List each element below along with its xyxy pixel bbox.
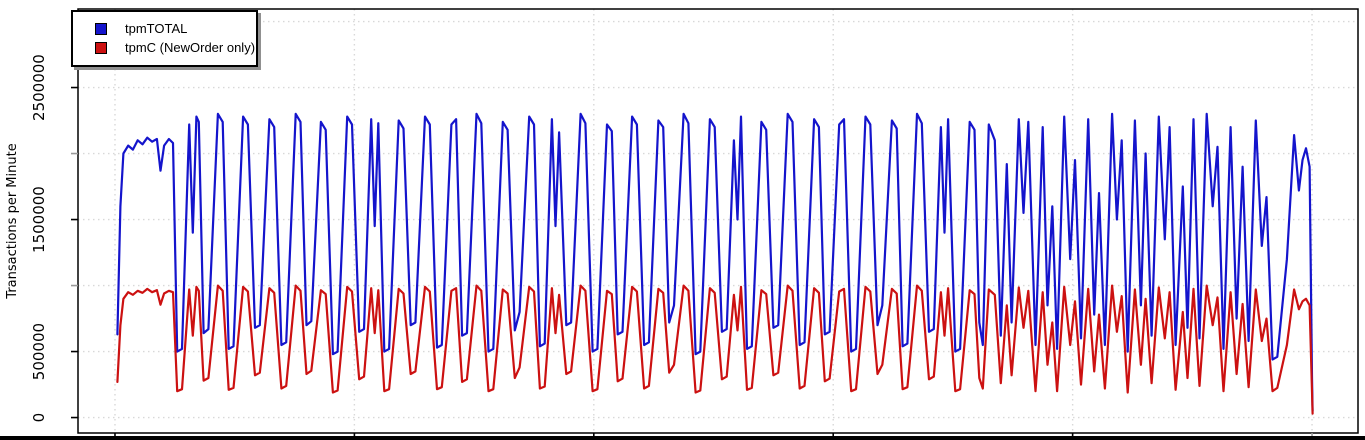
tpmtotal-color-swatch	[95, 23, 107, 35]
y-tick-label: 500000	[30, 323, 48, 380]
plot-border	[77, 8, 1359, 434]
tpmtotal-line	[116, 112, 1314, 413]
tpmc-color-swatch	[95, 42, 107, 54]
y-axis-title: Transactions per Minute	[5, 143, 20, 299]
tpmc-legend-label: tpmC (NewOrder only)	[125, 40, 256, 55]
y-tick-label: 2500000	[30, 54, 48, 121]
tpmc-line	[116, 284, 1314, 415]
y-tick-label: 0	[30, 413, 48, 423]
legend-box: tpmTOTAL tpmC (NewOrder only)	[71, 10, 258, 67]
legend-item-tpmc: tpmC (NewOrder only)	[95, 41, 256, 55]
legend-item-tpmtotal: tpmTOTAL	[95, 22, 256, 36]
bottom-frame-line	[0, 436, 1365, 440]
y-tick-label: 1500000	[30, 186, 48, 253]
data-series	[116, 112, 1314, 415]
axis-labels: Transactions per Minute 0 500000 1500000 25…	[5, 54, 48, 422]
tpmtotal-legend-label: tpmTOTAL	[125, 21, 188, 36]
